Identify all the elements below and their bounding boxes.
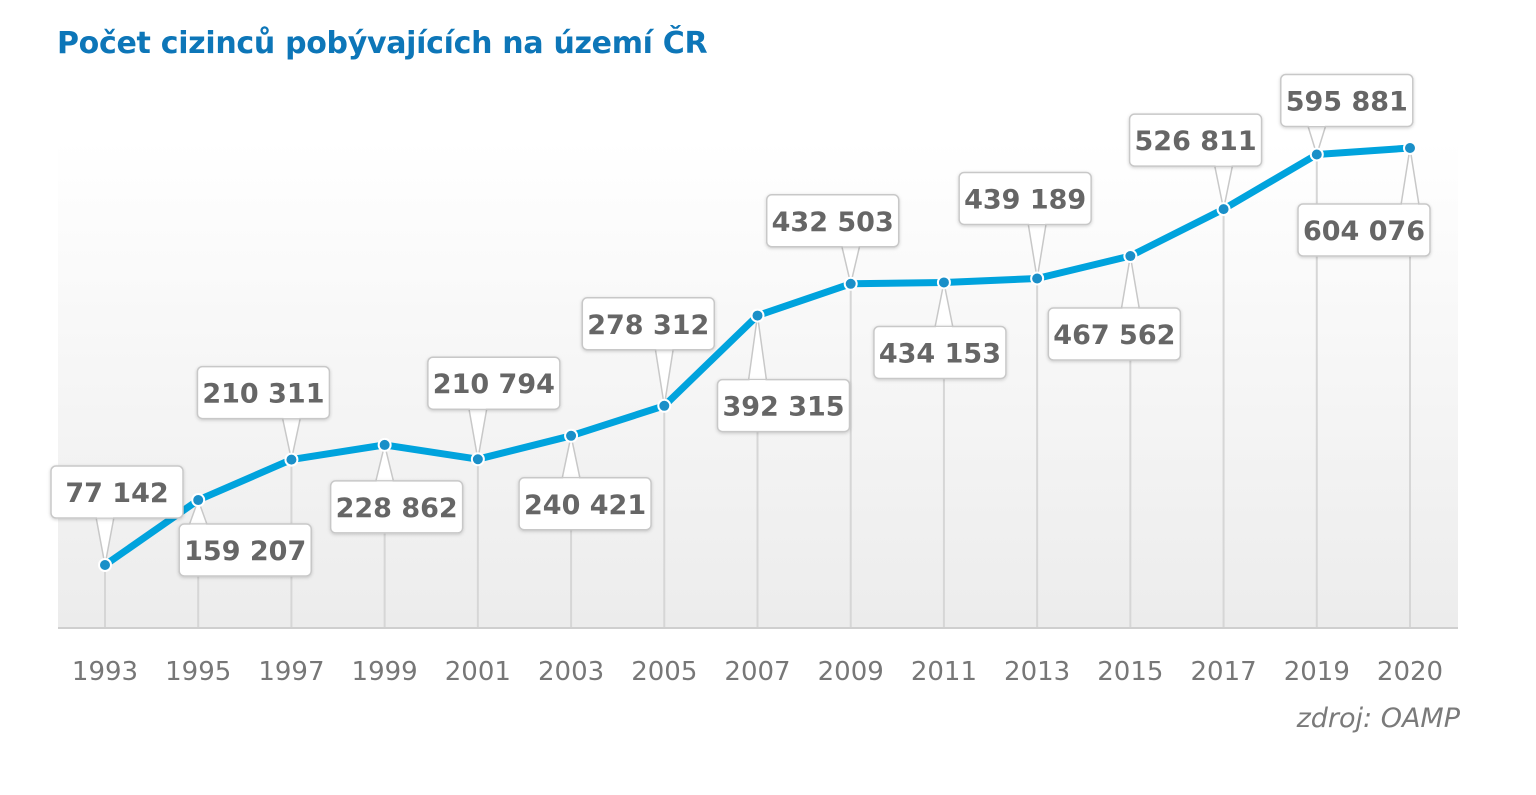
data-point-marker — [564, 428, 579, 443]
data-label-box — [196, 365, 331, 420]
label-join — [1122, 308, 1139, 312]
label-join — [1308, 123, 1325, 126]
data-label: 467 562 — [1053, 320, 1175, 351]
x-tick-label: 2003 — [538, 657, 604, 687]
data-label-box — [765, 194, 900, 248]
data-label: 432 503 — [772, 207, 894, 238]
data-point-marker — [1309, 147, 1324, 162]
data-label: 595 881 — [1286, 86, 1408, 117]
data-point-marker — [1216, 202, 1231, 217]
data-label-box — [178, 523, 312, 577]
label-join — [563, 478, 580, 481]
label-join — [97, 515, 113, 518]
label-join — [656, 346, 673, 350]
label-join — [842, 243, 859, 247]
data-point-marker — [98, 558, 112, 572]
x-tick-label: 1997 — [258, 657, 324, 687]
x-tick-label: 1993 — [72, 657, 138, 687]
data-point-marker — [750, 308, 765, 323]
data-label-box — [958, 171, 1092, 226]
label-join — [283, 415, 300, 419]
data-point-marker — [191, 493, 206, 508]
data-label-box — [716, 378, 851, 433]
label-join — [1215, 163, 1232, 166]
x-tick-label: 2007 — [724, 657, 790, 687]
data-label-box — [581, 297, 716, 351]
data-label: 434 153 — [879, 338, 1001, 369]
data-label: 77 142 — [65, 478, 168, 509]
data-point-marker — [657, 398, 672, 413]
data-label: 210 311 — [202, 379, 324, 410]
label-join — [190, 524, 207, 528]
label-join — [935, 326, 952, 330]
data-label: 228 862 — [336, 493, 458, 524]
data-label: 604 076 — [1303, 216, 1425, 247]
data-label: 159 207 — [184, 536, 306, 567]
label-join — [469, 406, 486, 409]
x-tick-label: 2009 — [818, 657, 884, 687]
x-tick-label: 1999 — [352, 657, 418, 687]
x-tick-label: 1995 — [165, 657, 231, 687]
label-join — [1402, 204, 1418, 207]
data-label-box — [1128, 113, 1263, 167]
data-label-box — [427, 356, 561, 410]
data-label-box — [50, 465, 184, 519]
x-tick-label: 2001 — [445, 657, 511, 687]
label-join — [749, 380, 766, 383]
chart-title: Počet cizinců pobývajících na území ČR — [57, 26, 708, 61]
data-label-box — [1280, 73, 1414, 128]
x-tick-label: 2020 — [1377, 657, 1443, 687]
data-label-box — [518, 477, 652, 531]
x-tick-label: 2017 — [1190, 657, 1256, 687]
data-label: 210 794 — [433, 369, 555, 400]
data-label-box — [1297, 203, 1431, 257]
data-label-box — [873, 325, 1007, 380]
data-point-marker — [1030, 271, 1045, 286]
data-label-box — [329, 480, 464, 534]
data-point-marker — [1123, 249, 1138, 264]
data-label: 392 315 — [722, 392, 844, 423]
label-join — [376, 481, 393, 484]
data-label-box — [1047, 307, 1182, 361]
x-tick-label: 2011 — [911, 657, 977, 687]
data-point-marker — [377, 437, 392, 452]
x-tick-label: 2005 — [631, 657, 697, 687]
source-note: zdroj: OAMP — [1296, 703, 1460, 734]
data-label: 526 811 — [1135, 126, 1257, 157]
label-join — [1029, 221, 1046, 224]
data-point-marker — [843, 276, 858, 291]
data-point-marker — [936, 275, 951, 290]
data-label: 278 312 — [587, 310, 709, 341]
data-point-marker — [284, 452, 299, 467]
data-point-marker — [470, 452, 485, 467]
x-tick-label: 2015 — [1097, 657, 1163, 687]
data-point-marker — [1403, 141, 1417, 155]
data-label: 240 421 — [524, 490, 646, 521]
x-tick-label: 2013 — [1004, 657, 1070, 687]
x-tick-label: 2019 — [1284, 657, 1350, 687]
data-label: 439 189 — [964, 184, 1086, 215]
